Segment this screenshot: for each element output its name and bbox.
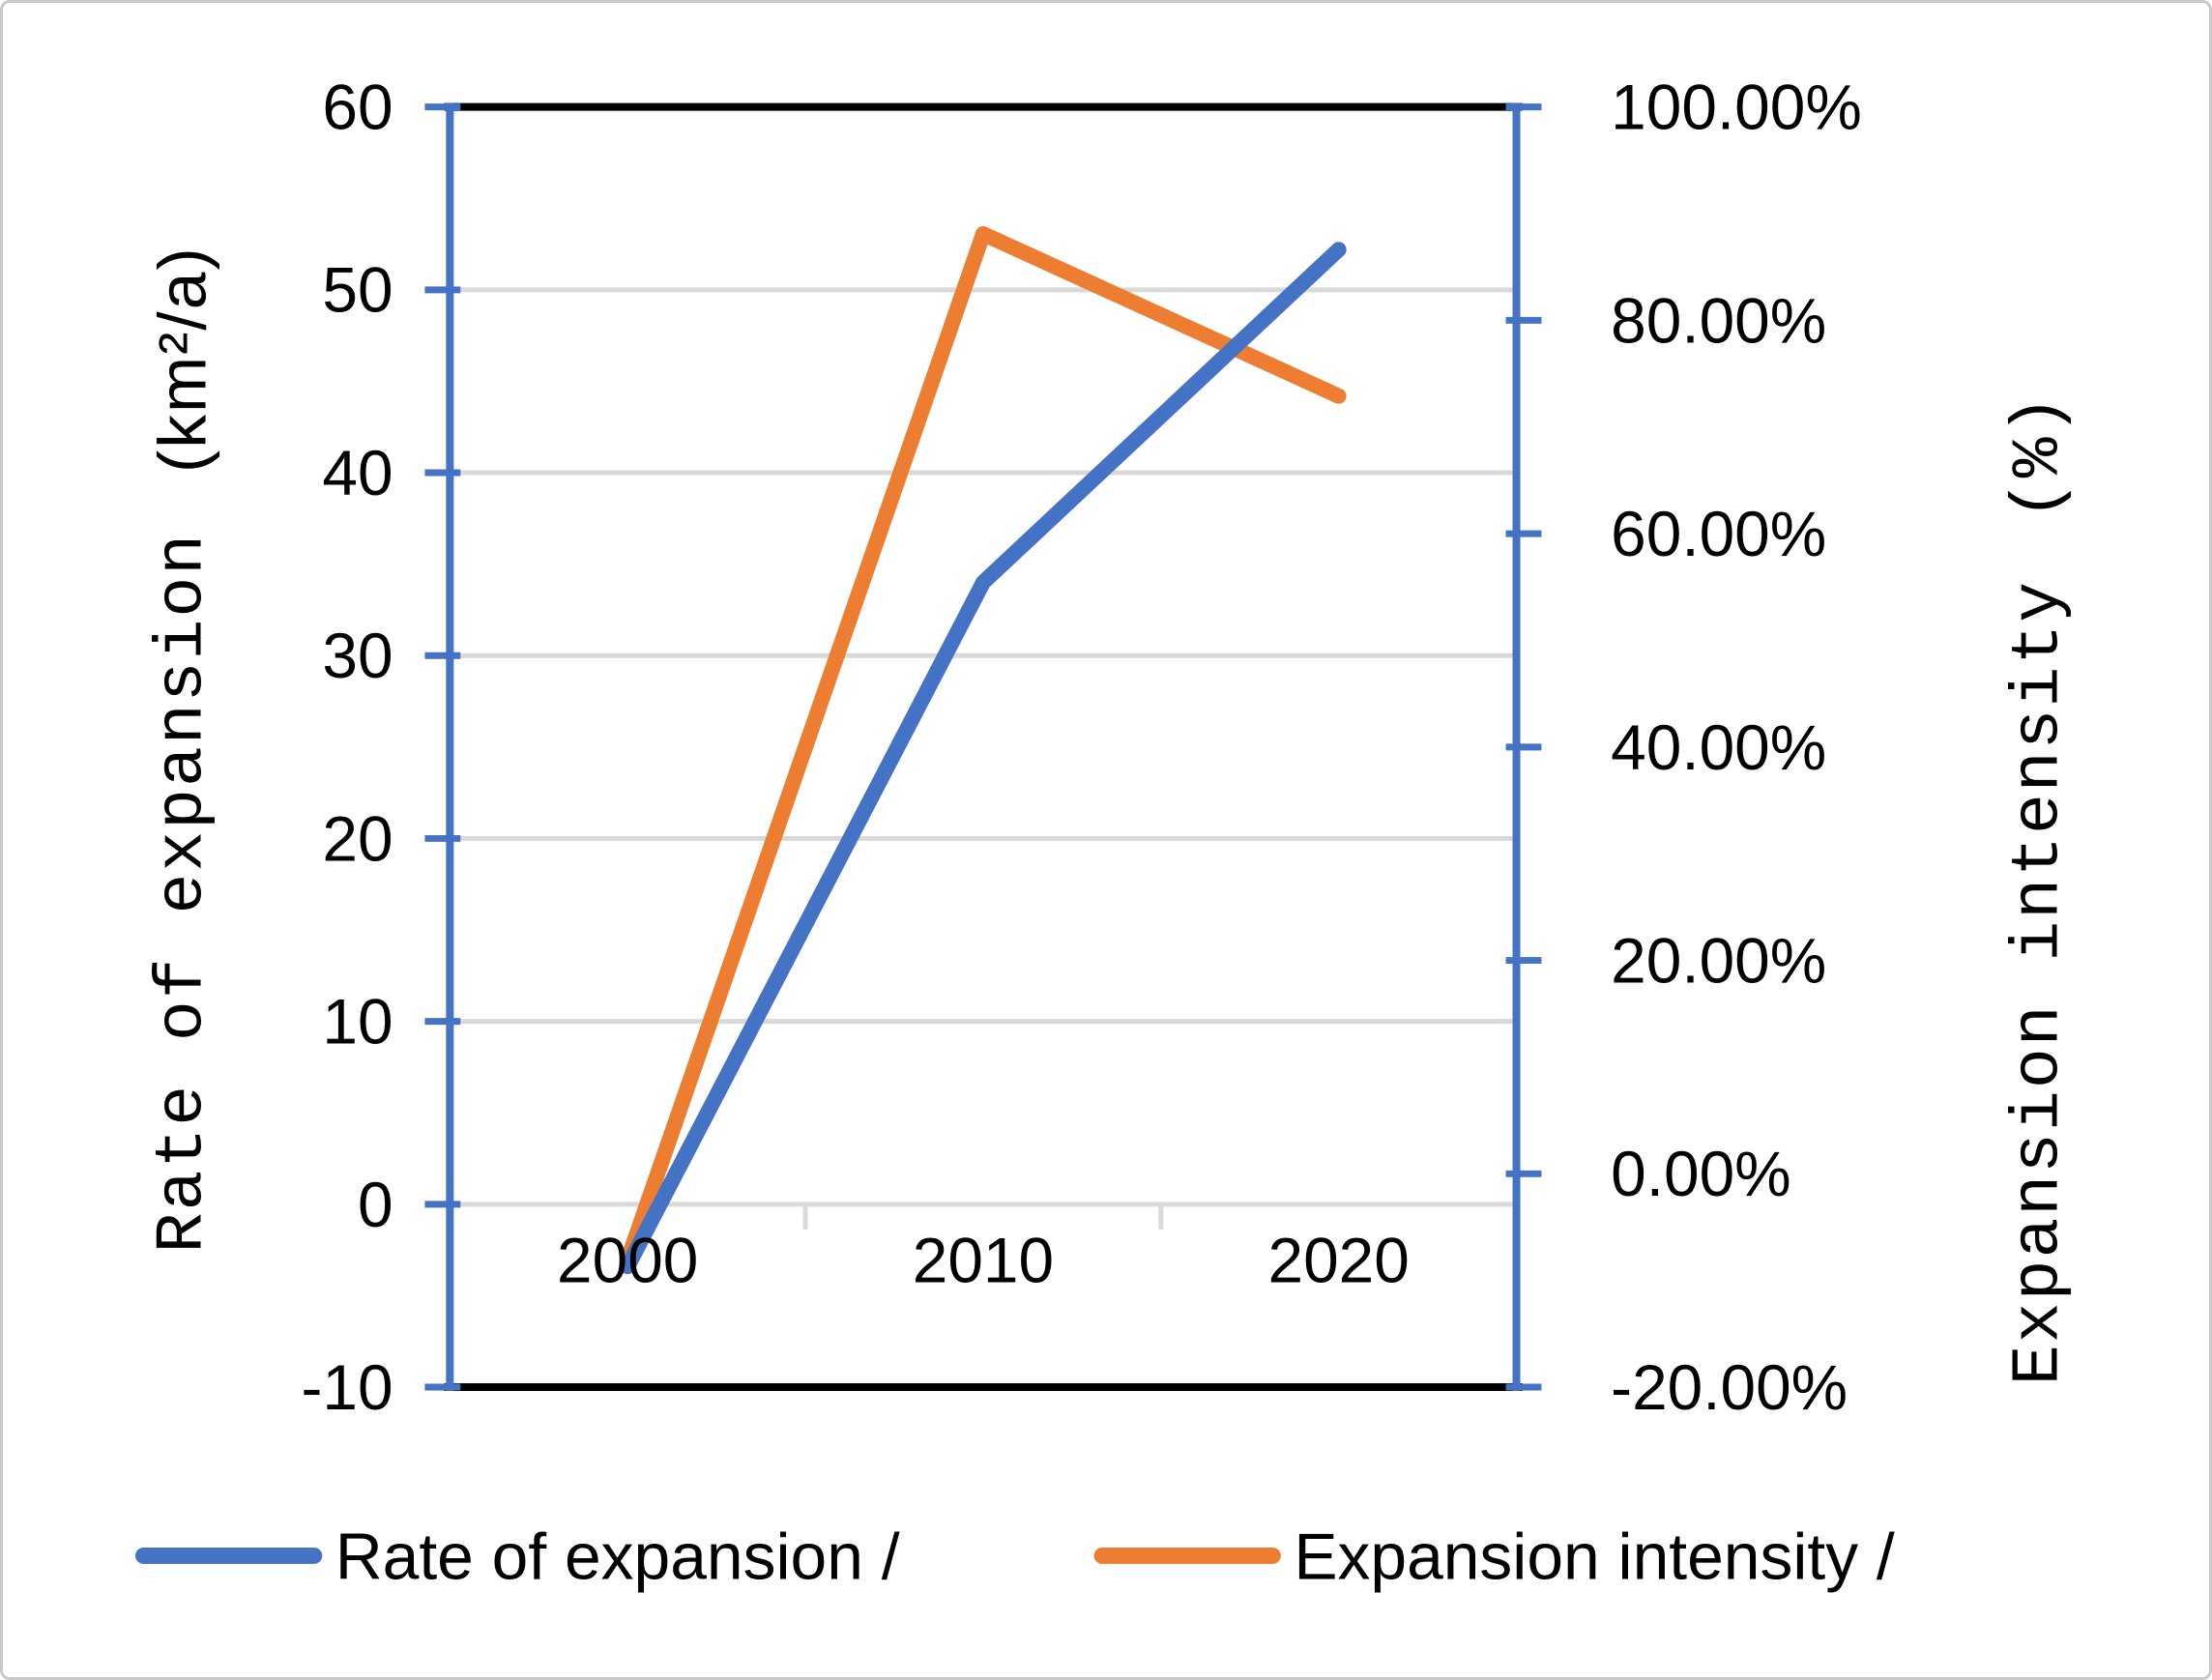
right-axis-tick-label: 40.00% (1611, 711, 1826, 783)
axis-lines (446, 102, 1521, 1392)
left-axis-tick-label: -10 (301, 1351, 393, 1423)
legend: Rate of expansion / Expansion intensity … (134, 1521, 1895, 1593)
series-line-expansion-intensity (620, 225, 1347, 1268)
x-axis-label: 2010 (913, 1224, 1054, 1295)
legend-label-expansion-intensity: Expansion intensity / (1294, 1521, 1895, 1593)
right-axis-tick-label: 100.00% (1611, 72, 1862, 143)
left-axis-tick-label: 60 (322, 72, 393, 143)
series-lines (620, 225, 1347, 1275)
left-axis-title-unit: (km²/a) (144, 246, 219, 473)
legend-label-rate-of-expansion: Rate of expansion / (335, 1521, 900, 1593)
right-axis-tick-label: 20.00% (1611, 924, 1826, 996)
left-axis-tick-label: 40 (322, 437, 393, 508)
right-axis-tick-label: -20.00% (1611, 1351, 1848, 1423)
category-tick-stubs (802, 1203, 1164, 1230)
right-axis-tick-label: 0.00% (1611, 1138, 1790, 1209)
left-axis-tick-label: 0 (358, 1169, 393, 1240)
axis-tick-marks (424, 103, 1542, 1391)
right-axis-tick-label: 60.00% (1611, 498, 1826, 569)
right-axis-title-unit: (%) (2000, 393, 2077, 521)
x-axis-label: 2000 (557, 1224, 698, 1295)
left-axis-tick-labels: 60 50 40 30 20 10 0 -10 (301, 72, 393, 1423)
left-axis-tick-label: 10 (322, 986, 393, 1057)
right-axis-tick-labels: 100.00% 80.00% 60.00% 40.00% 20.00% 0.00% -20.… (1611, 72, 1862, 1423)
left-axis-tick-label: 20 (322, 802, 393, 874)
plot-borders (444, 102, 1523, 1392)
series-line-rate-of-expansion (620, 242, 1347, 1275)
left-axis-title-text: Rate of expansion (144, 533, 220, 1253)
left-axis-tick-label: 30 (322, 620, 393, 691)
right-axis-title-text: Expansion intensity (2000, 580, 2077, 1385)
left-axis-title: Rate of expansion (km²/a) (144, 246, 220, 1253)
right-axis-title: Expansion intensity (%) (2000, 393, 2077, 1386)
x-axis-label: 2020 (1268, 1224, 1410, 1295)
left-axis-tick-label: 50 (322, 254, 393, 326)
gridlines (450, 287, 1517, 1207)
x-axis-labels: 2000 2010 2020 (557, 1224, 1410, 1295)
right-axis-tick-label: 80.00% (1611, 284, 1826, 356)
